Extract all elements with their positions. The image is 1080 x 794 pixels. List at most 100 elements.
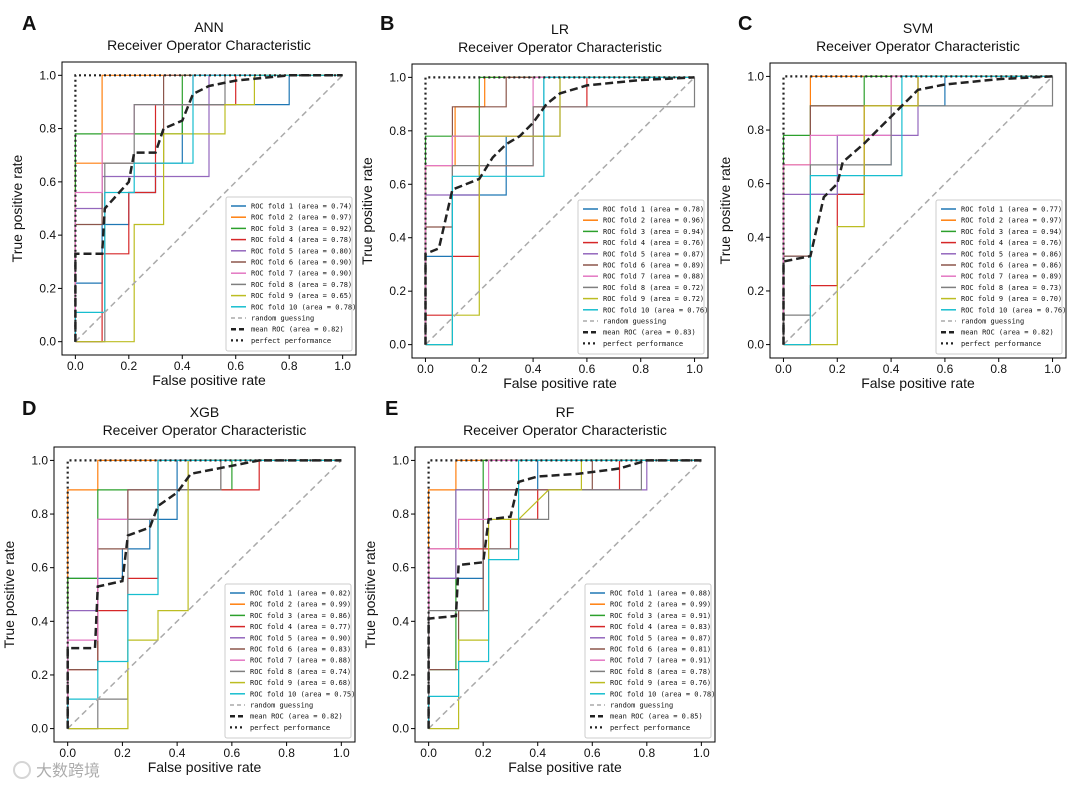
legend-fold-7-label: ROC fold 7 (area = 0.91) (610, 657, 711, 665)
y-tick-label: 1.0 (747, 69, 764, 83)
legend-box (584, 583, 712, 739)
x-tick-label: 0.2 (475, 746, 492, 760)
watermark-text: 大数跨境 (36, 761, 100, 780)
model-title: RF (556, 404, 575, 420)
perfect-performance-line (66, 459, 342, 729)
y-tick-label: 1.0 (31, 453, 48, 467)
legend-perfect-performance-label: perfect performance (961, 340, 1041, 348)
legend: ROC fold 1 (area = 0.78) ROC fold 2 (area… (577, 199, 708, 355)
perfect-performance-line (74, 74, 343, 342)
roc-fold-9-line (783, 75, 1053, 346)
legend-random-guessing-label: random guessing (603, 318, 666, 326)
roc-panel-xgb: D XGB Receiver Operator Characteristic Fals… (1, 398, 356, 775)
x-tick-label: 0.8 (990, 362, 1007, 376)
random-guessing-line (74, 74, 344, 343)
legend-fold-7-label: ROC fold 7 (area = 0.89) (961, 273, 1062, 281)
roc-fold-7-line (428, 459, 702, 729)
legend-fold-1-label: ROC fold 1 (area = 0.82) (250, 590, 351, 598)
y-tick-label: 0.2 (747, 284, 764, 298)
y-tick-label: 0.4 (747, 230, 764, 244)
x-tick-label: 1.0 (686, 362, 703, 376)
chart-title: Receiver Operator Characteristic (107, 37, 311, 53)
y-axis-label: True positive rate (9, 154, 25, 262)
legend-mean-roc-label: mean ROC (area = 0.82) (251, 326, 344, 334)
legend-box (935, 199, 1063, 355)
legend-fold-6-label: ROC fold 6 (area = 0.86) (961, 262, 1062, 270)
x-axis-label: False positive rate (503, 375, 617, 391)
y-tick-label: 0.0 (747, 338, 764, 352)
model-title: ANN (194, 19, 224, 35)
random-guessing-line (782, 75, 1054, 346)
legend-fold-1-label: ROC fold 1 (area = 0.74) (251, 203, 352, 211)
legend-fold-3-label: ROC fold 3 (area = 0.86) (250, 612, 351, 620)
legend-fold-5-label: ROC fold 5 (area = 0.87) (610, 634, 711, 642)
legend-box (577, 199, 705, 355)
axes-frame (53, 446, 356, 743)
y-tick-label: 0.4 (39, 228, 56, 242)
axes-frame (414, 446, 716, 743)
x-axis-label: False positive rate (152, 372, 266, 388)
legend-fold-8-label: ROC fold 8 (area = 0.78) (251, 281, 352, 289)
legend-fold-10-label: ROC fold 10 (area = 0.76) (961, 306, 1066, 314)
legend-mean-roc-label: mean ROC (area = 0.82) (250, 713, 343, 721)
chart-title: Receiver Operator Characteristic (816, 38, 1020, 54)
y-tick-label: 1.0 (39, 68, 56, 82)
legend-fold-10-label: ROC fold 10 (area = 0.78) (610, 690, 715, 698)
x-tick-label: 0.4 (529, 746, 546, 760)
legend: ROC fold 1 (area = 0.88) ROC fold 2 (area… (584, 583, 715, 739)
x-tick-label: 1.0 (1044, 362, 1061, 376)
legend-fold-2-label: ROC fold 2 (area = 0.96) (603, 217, 704, 225)
x-tick-label: 0.2 (120, 359, 137, 373)
x-tick-label: 0.6 (584, 746, 601, 760)
legend-random-guessing-label: random guessing (250, 702, 313, 710)
legend-fold-7-label: ROC fold 7 (area = 0.90) (251, 270, 352, 278)
x-tick-label: 1.0 (333, 746, 350, 760)
legend-fold-4-label: ROC fold 4 (area = 0.83) (610, 623, 711, 631)
roc-fold-7-line (424, 76, 695, 345)
legend-random-guessing-label: random guessing (251, 315, 314, 323)
legend-fold-4-label: ROC fold 4 (area = 0.78) (251, 236, 352, 244)
x-tick-label: 0.0 (420, 746, 437, 760)
random-guessing-line (428, 459, 702, 730)
random-guessing-line (67, 459, 342, 730)
legend-fold-5-label: ROC fold 5 (area = 0.87) (603, 250, 704, 258)
y-tick-label: 0.8 (389, 124, 406, 138)
legend-perfect-performance-label: perfect performance (250, 724, 330, 732)
legend-mean-roc-label: mean ROC (area = 0.83) (603, 329, 696, 337)
y-tick-label: 0.2 (389, 284, 406, 298)
mean-roc-line (66, 459, 342, 729)
x-tick-label: 0.0 (67, 359, 84, 373)
x-tick-label: 1.0 (693, 746, 710, 760)
x-tick-label: 0.4 (174, 359, 191, 373)
legend-box (224, 583, 352, 739)
x-tick-label: 0.8 (281, 359, 298, 373)
y-tick-label: 0.2 (39, 281, 56, 295)
legend-perfect-performance-label: perfect performance (251, 337, 331, 345)
y-tick-label: 0.6 (389, 177, 406, 191)
legend-box (225, 196, 353, 352)
chart-title: Receiver Operator Characteristic (463, 422, 667, 438)
x-tick-label: 0.2 (829, 362, 846, 376)
y-tick-label: 0.6 (747, 177, 764, 191)
legend-fold-9-label: ROC fold 9 (area = 0.72) (603, 295, 704, 303)
y-tick-label: 0.4 (392, 614, 409, 628)
y-tick-label: 0.2 (31, 668, 48, 682)
roc-panel-svm: C SVM Receiver Operator Characteristic Fals… (717, 13, 1067, 391)
chart-title: Receiver Operator Characteristic (103, 422, 307, 438)
legend-fold-2-label: ROC fold 2 (area = 0.99) (250, 601, 351, 609)
legend-fold-8-label: ROC fold 8 (area = 0.72) (603, 284, 704, 292)
x-axis-label: False positive rate (861, 375, 975, 391)
x-tick-label: 0.4 (169, 746, 186, 760)
y-tick-label: 0.6 (31, 561, 48, 575)
watermark-icon (13, 761, 31, 779)
model-title: XGB (190, 404, 220, 420)
roc-panel-rf: E RF Receiver Operator Characteristic False… (362, 398, 716, 775)
legend-fold-9-label: ROC fold 9 (area = 0.76) (610, 679, 711, 687)
legend-fold-10-label: ROC fold 10 (area = 0.75) (250, 690, 355, 698)
legend-fold-10-label: ROC fold 10 (area = 0.78) (251, 303, 356, 311)
legend-fold-7-label: ROC fold 7 (area = 0.88) (250, 657, 351, 665)
y-axis-label: True positive rate (359, 157, 375, 265)
legend-fold-1-label: ROC fold 1 (area = 0.78) (603, 206, 704, 214)
mean-roc-line (74, 74, 343, 342)
x-tick-label: 0.4 (525, 362, 542, 376)
